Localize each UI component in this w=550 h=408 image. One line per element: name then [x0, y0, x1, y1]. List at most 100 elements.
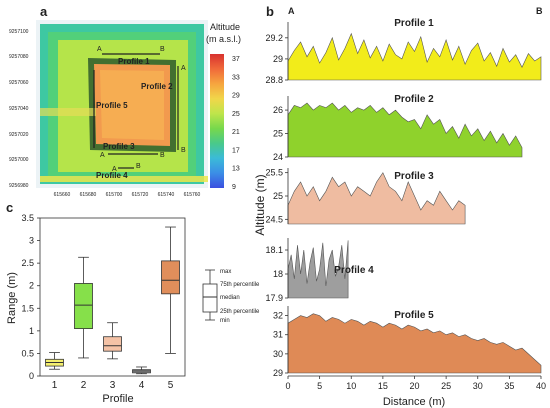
map-x-tick: 615720	[132, 192, 149, 198]
map-y-tick: 9256980	[9, 183, 29, 189]
profile-1-title: Profile 1	[394, 18, 434, 29]
colorbar-tick-label: 21	[232, 129, 240, 136]
profile-5-y-tick-label: 30	[273, 349, 283, 359]
legend-label: 25th percentile	[220, 309, 260, 315]
y-tick-label: 1.5	[21, 303, 34, 313]
profile-2-title: Profile 2	[394, 94, 434, 105]
profile-2-y-tick-label: 24	[273, 152, 283, 162]
profile-4-title: Profile 4	[334, 265, 374, 276]
y-tick-label: 3.5	[21, 213, 34, 223]
boxplot-plot: 0 0.5 1 1.5 2 2.5 3 3.5 1 2 3 4 5	[21, 213, 180, 391]
map-x-tick: 615660	[54, 192, 71, 198]
distance-tick-label: 30	[473, 381, 483, 391]
boxplot-y-label: Range (m)	[6, 272, 18, 324]
profiles-x-label: Distance (m)	[383, 396, 445, 408]
boxplot-legend: max 75th percentile median 25th percenti…	[202, 269, 260, 324]
y-tick-label: 1	[29, 326, 34, 336]
endpoint-label: B	[136, 163, 141, 170]
distance-tick-label: 0	[285, 381, 290, 391]
y-tick-label: 3	[29, 236, 34, 246]
distance-tick-label: 25	[441, 381, 451, 391]
endpoint-label: B	[160, 46, 165, 53]
colorbar-tick-label: 9	[232, 184, 236, 191]
map-x-tick: 615740	[158, 192, 175, 198]
map-x-tick: 615680	[80, 192, 97, 198]
y-tick-label: 2.5	[21, 258, 34, 268]
profile-4-area	[287, 240, 349, 299]
y-tick-label: 2	[29, 281, 34, 291]
map-profile-label: Profile 4	[96, 171, 128, 180]
mound-top-inner	[100, 70, 164, 140]
endpoint-label: B	[181, 147, 186, 154]
map-yellow-band	[40, 176, 208, 182]
profile-2-area	[287, 102, 523, 158]
profile-3-area	[287, 172, 466, 225]
profile-5-y-tick-label: 31	[273, 330, 283, 340]
profile-1-area	[287, 32, 542, 81]
box-iqr-3	[103, 336, 122, 352]
profile-2-y-tick-label: 25	[273, 129, 283, 139]
profile-4-y-tick-label: 18	[273, 269, 283, 279]
profile-1-y-tick-label: 29.2	[265, 33, 283, 43]
colorbar-tick-label: 13	[232, 166, 240, 173]
boxplot-x-label: Profile	[102, 393, 133, 405]
map-y-tick: 9257040	[9, 106, 29, 112]
profile-4-y-tick-label: 17.9	[265, 293, 283, 303]
colorbar-title: Altitude	[210, 22, 240, 32]
panel-c: c Range (m) Profile 0 0.5 1 1.5 2 2.5 3 3.5 1 2 3 4…	[6, 200, 260, 405]
map-y-tick: 9257000	[9, 157, 29, 163]
map-causeway	[40, 108, 96, 116]
panel-b: b A B Altitude (m) Distance (m) 29.2 29 28…	[253, 4, 546, 408]
x-tick-label: 3	[110, 380, 116, 391]
profile-3-y-tick-label: 24.5	[265, 214, 283, 224]
map-y-tick: 9257080	[9, 54, 29, 60]
endpoint-label: A	[112, 166, 117, 173]
colorbar-tick-label: 37	[232, 56, 240, 63]
colorbar-tick-label: 17	[232, 147, 240, 154]
profile-3-title: Profile 3	[394, 171, 434, 182]
profile-5-title: Profile 5	[394, 310, 434, 321]
profile-end-b: B	[536, 6, 543, 16]
profiles-plot: 29.2 29 28.8 Profile 1 26 25 24 Profile 2 25.5 25…	[265, 18, 546, 391]
map-y-tick: 9257060	[9, 80, 29, 86]
profiles-y-label: Altitude (m)	[253, 174, 267, 235]
profile-3-y-tick-label: 25	[273, 191, 283, 201]
distance-tick-label: 5	[317, 381, 322, 391]
map-profile-label: Profile 5	[96, 101, 128, 110]
distance-tick-label: 40	[536, 381, 546, 391]
profile-5-y-tick-label: 32	[273, 311, 283, 321]
legend-label: min	[220, 318, 230, 324]
panel-label-a: a	[40, 4, 48, 19]
map-y-tick: 9257020	[9, 132, 29, 138]
colorbar	[210, 54, 224, 188]
endpoint-label: A	[97, 46, 102, 53]
profile-2-y-tick-label: 26	[273, 105, 283, 115]
distance-tick-label: 10	[346, 381, 356, 391]
profile-4-y-tick-label: 18.1	[265, 245, 283, 255]
x-tick-label: 4	[139, 380, 145, 391]
x-tick-label: 5	[168, 380, 174, 391]
profile-3-y-tick-label: 25.5	[265, 168, 283, 178]
map-x-ticks: 615660 615680 615700 615720 615740 61576…	[54, 192, 201, 198]
legend-label: 75th percentile	[220, 282, 260, 288]
x-tick-label: 1	[52, 380, 58, 391]
map-x-tick: 615700	[106, 192, 123, 198]
endpoint-label: A	[181, 65, 186, 72]
box-iqr-2	[74, 283, 93, 330]
distance-tick-label: 20	[409, 381, 419, 391]
distance-tick-label: 15	[378, 381, 388, 391]
colorbar-subtitle: (m a.s.l.)	[206, 34, 241, 44]
map-profile-label: Profile 1	[118, 57, 150, 66]
colorbar-tick-label: 33	[232, 74, 240, 81]
y-tick-label: 0.5	[21, 348, 34, 358]
profile-1-y-tick-label: 28.8	[265, 75, 283, 85]
boxplot-frame	[39, 217, 186, 377]
legend-box	[202, 283, 218, 313]
distance-tick-label: 35	[504, 381, 514, 391]
profile-5-area	[287, 313, 542, 374]
colorbar-tick-label: 29	[232, 93, 240, 100]
box-iqr-5	[161, 260, 180, 295]
profile-5-y-tick-label: 29	[273, 368, 283, 378]
endpoint-label: B	[160, 152, 165, 159]
